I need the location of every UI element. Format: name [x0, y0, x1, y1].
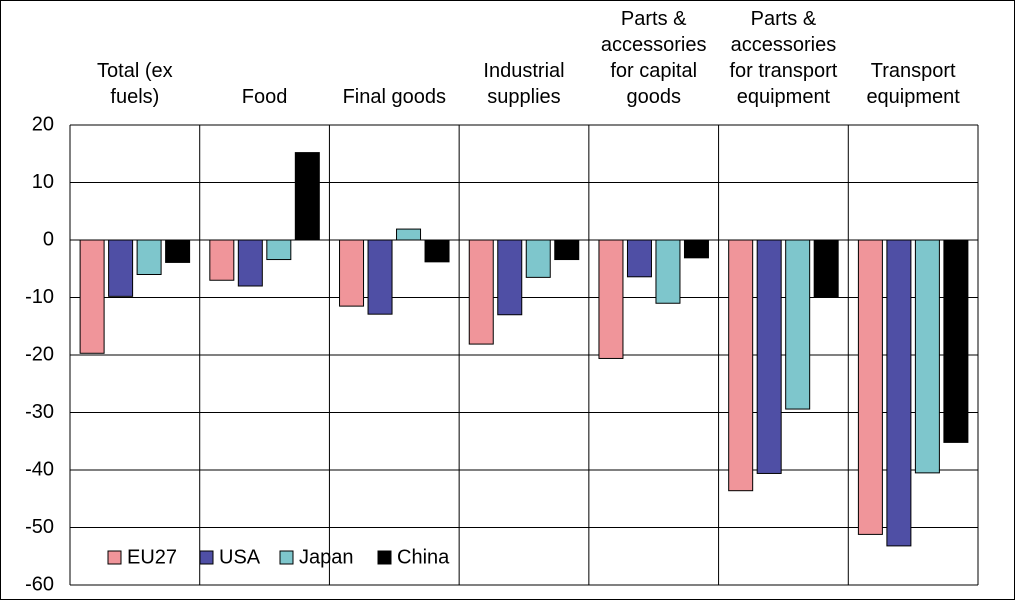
bar	[468, 239, 494, 345]
y-tick-label: 0	[43, 228, 54, 250]
bar	[813, 239, 839, 298]
bar	[886, 239, 912, 547]
y-tick-label: -10	[25, 286, 54, 308]
bar	[626, 239, 652, 278]
y-tick-label: 20	[32, 113, 54, 135]
x-tick-label: Parts & accessories for transport equipm…	[729, 8, 838, 108]
bar	[339, 239, 365, 307]
bar	[728, 239, 754, 492]
bar	[857, 239, 883, 535]
legend-swatch	[377, 550, 392, 565]
legend-swatch	[107, 550, 122, 565]
legend-label: EU27	[127, 546, 177, 568]
y-tick-label: -20	[25, 343, 54, 365]
x-tick-label: Final goods	[342, 86, 446, 108]
bar	[396, 228, 422, 241]
bar	[943, 239, 969, 443]
bar	[756, 239, 782, 474]
bar	[525, 239, 551, 278]
bar	[497, 239, 523, 316]
y-tick-label: 10	[32, 171, 54, 193]
bar	[424, 239, 450, 263]
legend-swatch	[199, 550, 214, 565]
x-tick-label: Food	[241, 86, 288, 108]
x-tick-label: Industrial supplies	[483, 60, 565, 108]
bar	[554, 239, 580, 261]
bar	[598, 239, 624, 359]
bar	[785, 239, 811, 410]
bar	[136, 239, 162, 275]
legend-label: USA	[219, 546, 261, 568]
bar	[266, 239, 292, 261]
y-tick-label: -40	[25, 458, 54, 480]
bar	[108, 239, 134, 297]
legend-label: Japan	[299, 546, 354, 568]
legend-label: China	[397, 546, 450, 568]
bar	[914, 239, 940, 474]
y-tick-label: -30	[25, 401, 54, 423]
bar	[367, 239, 393, 315]
bar	[165, 239, 191, 263]
bar	[683, 239, 709, 259]
bar	[655, 239, 681, 304]
y-tick-label: -50	[25, 516, 54, 538]
bar	[294, 152, 320, 241]
x-tick-label: Transport equipment	[866, 60, 960, 108]
x-tick-label: Total (ex fuels)	[97, 60, 173, 108]
legend-swatch	[279, 550, 294, 565]
bar	[237, 239, 263, 287]
bar	[209, 239, 235, 281]
y-tick-label: -60	[25, 573, 54, 595]
x-tick-label: Parts & accessories for capital goods	[600, 8, 707, 108]
bar	[79, 239, 105, 354]
